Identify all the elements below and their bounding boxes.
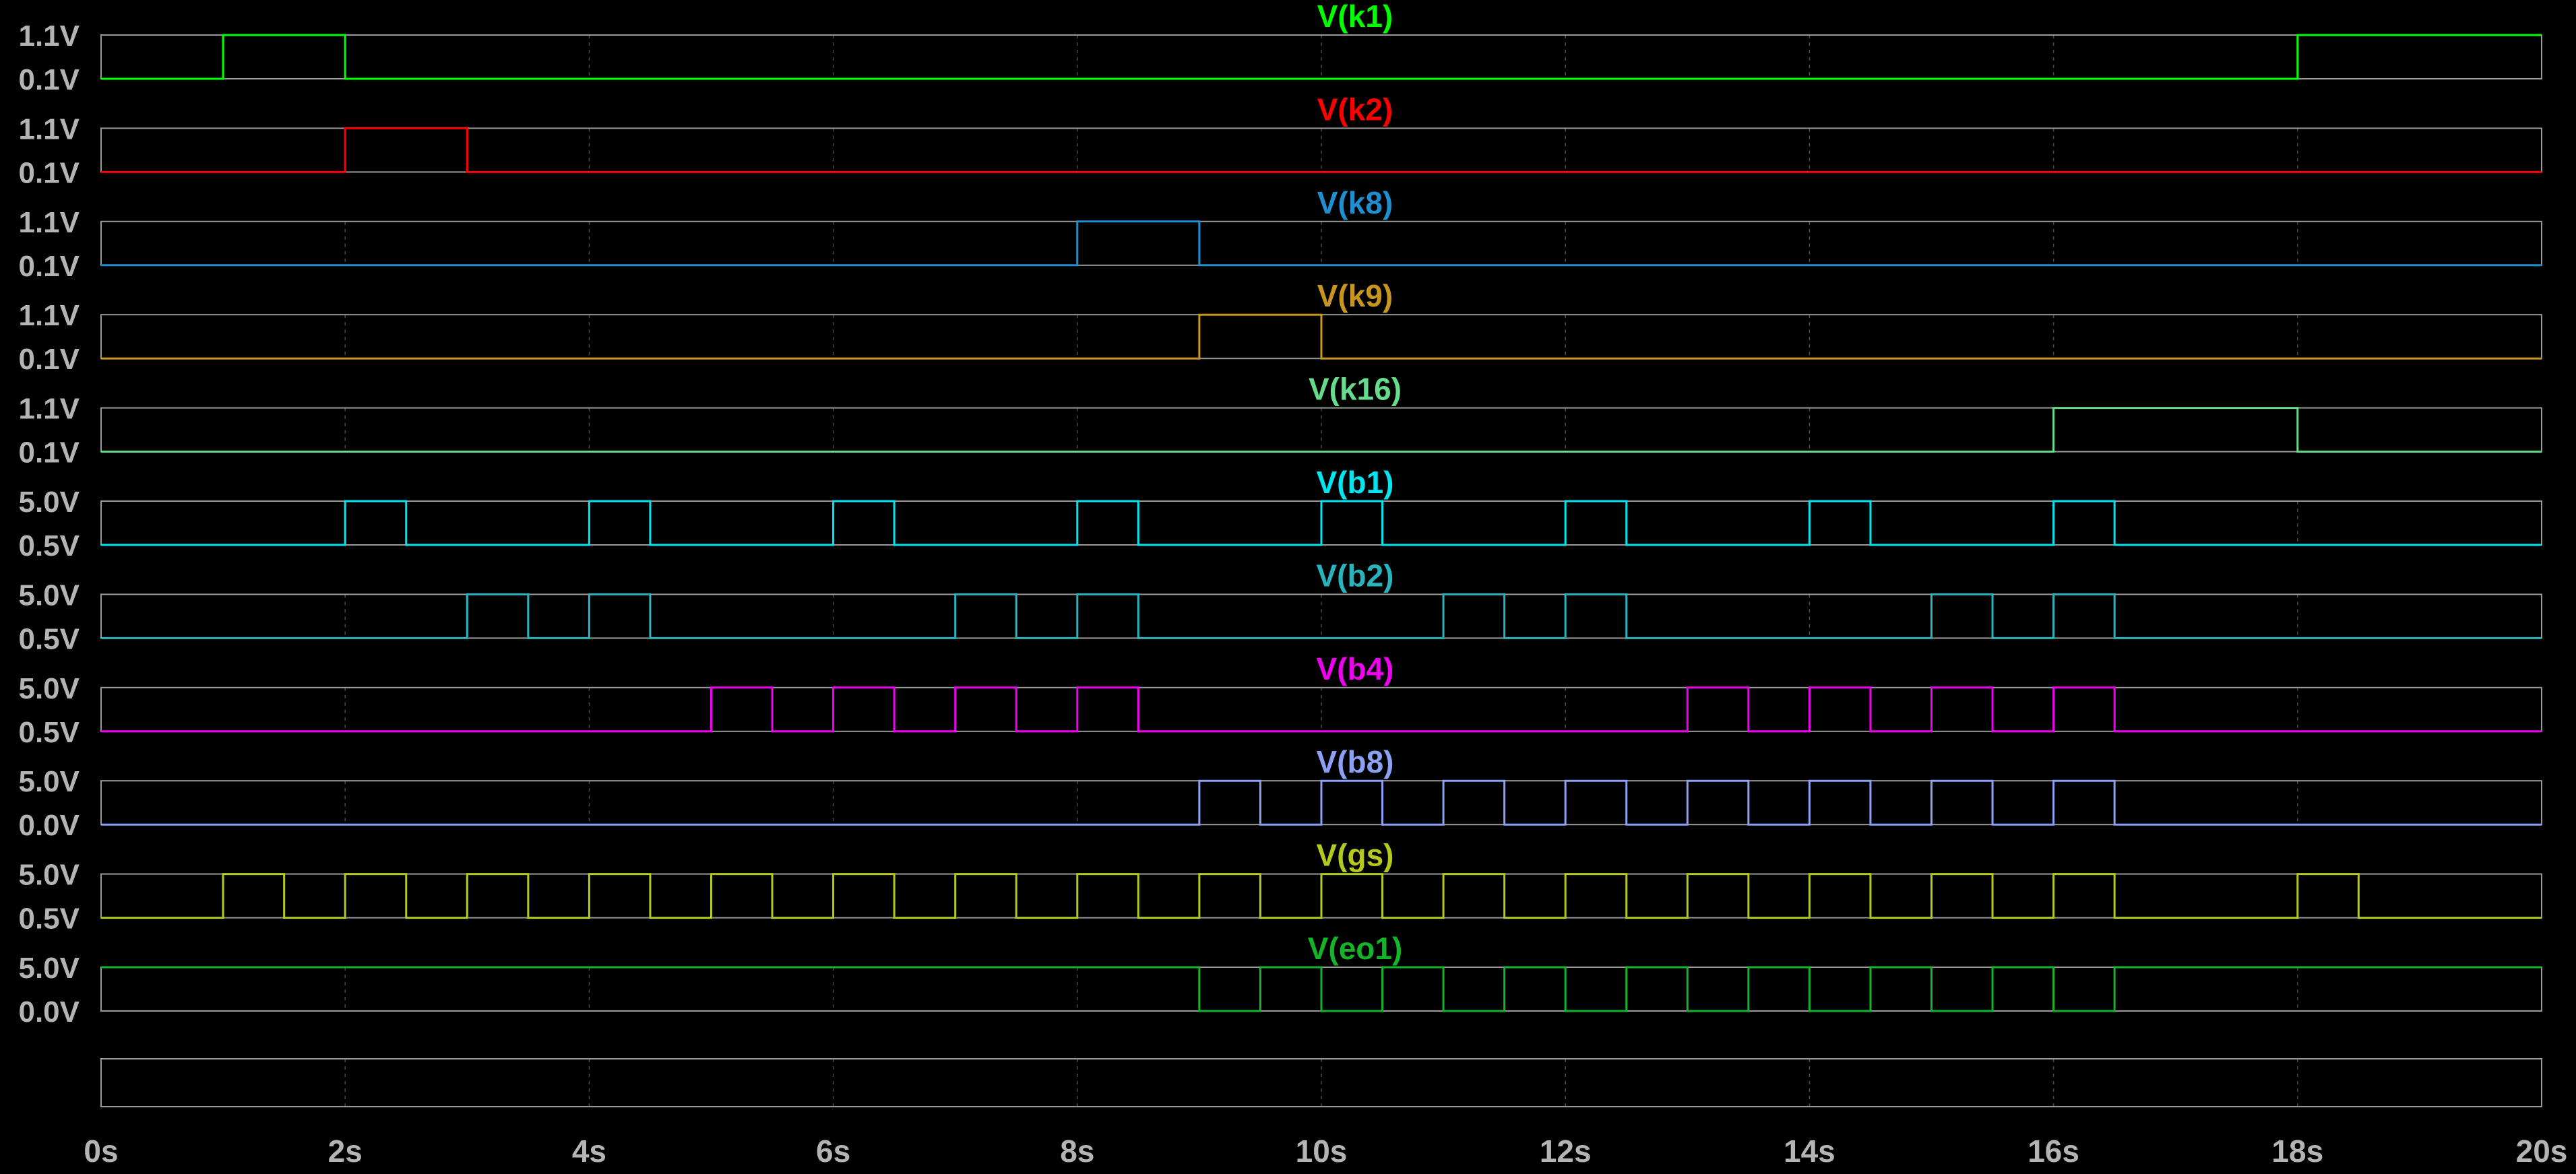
trace-title: V(b8) <box>1317 744 1394 779</box>
xtick-label: 2s <box>328 1134 363 1169</box>
trace-line-vk9 <box>101 313 2542 360</box>
ytick-label-low: 0.1V <box>18 156 80 189</box>
trace-pane-vb4: V(b4) 5.0V 0.5V <box>18 651 2542 749</box>
ytick-label-high: 5.0V <box>18 579 80 612</box>
ytick-label-high: 5.0V <box>18 765 80 798</box>
trace-line-veo1 <box>101 966 2542 1012</box>
trace-title: V(k8) <box>1317 185 1393 220</box>
xtick-label: 8s <box>1060 1134 1094 1169</box>
x-axis: 0s 2s 4s 6s 8s 10s 12s 14s 16s 18s 20s <box>84 1134 2567 1169</box>
ytick-label-low: 0.5V <box>18 903 80 936</box>
trace-pane-vk1: V(k1) 1.1V 0.1V <box>18 0 2542 96</box>
ytick-label-low: 0.0V <box>18 996 80 1029</box>
empty-pane <box>100 1058 2542 1107</box>
trace-line-vk2 <box>101 127 2542 173</box>
trace-title: V(gs) <box>1317 838 1394 873</box>
ytick-label-high: 1.1V <box>18 112 80 145</box>
trace-pane-vb8: V(b8) 5.0V 0.0V <box>18 744 2542 842</box>
trace-pane-veo1: V(eo1) 5.0V 0.0V <box>18 931 2542 1029</box>
ytick-label-low: 0.1V <box>18 63 80 96</box>
trace-title: V(eo1) <box>1308 931 1403 966</box>
empty-pane-frame <box>100 1058 2542 1107</box>
trace-pane-vk8: V(k8) 1.1V 0.1V <box>18 185 2542 283</box>
trace-pane-vk2: V(k2) 1.1V 0.1V <box>18 92 2542 189</box>
trace-title: V(b1) <box>1317 465 1394 500</box>
trace-pane-vb2: V(b2) 5.0V 0.5V <box>18 558 2542 655</box>
xtick-label: 10s <box>1296 1134 1348 1169</box>
trace-pane-vk16: V(k16) 1.1V 0.1V <box>18 372 2542 469</box>
trace-line-vk8 <box>101 220 2542 267</box>
xtick-label: 0s <box>84 1134 118 1169</box>
trace-line-vb1 <box>101 500 2542 546</box>
ytick-label-high: 1.1V <box>18 393 80 426</box>
xtick-label: 6s <box>816 1134 850 1169</box>
ytick-label-high: 5.0V <box>18 952 80 985</box>
trace-pane-vgs: V(gs) 5.0V 0.5V <box>18 838 2542 936</box>
ytick-label-high: 1.1V <box>18 20 80 53</box>
xtick-label: 4s <box>572 1134 606 1169</box>
ytick-label-low: 0.1V <box>18 343 80 376</box>
xtick-label: 14s <box>1784 1134 1835 1169</box>
xtick-label: 16s <box>2028 1134 2079 1169</box>
trace-title: V(b2) <box>1317 558 1394 593</box>
ytick-label-low: 0.1V <box>18 250 80 283</box>
ytick-label-low: 0.0V <box>18 809 80 842</box>
trace-line-vb2 <box>101 593 2542 639</box>
xtick-label: 20s <box>2516 1134 2568 1169</box>
trace-title: V(b4) <box>1317 651 1394 686</box>
ytick-label-high: 1.1V <box>18 299 80 332</box>
ytick-label-low: 0.5V <box>18 622 80 655</box>
trace-title: V(k2) <box>1317 92 1393 127</box>
ytick-label-high: 1.1V <box>18 206 80 239</box>
ytick-label-low: 0.5V <box>18 529 80 562</box>
trace-pane-vk9: V(k9) 1.1V 0.1V <box>18 278 2542 376</box>
ytick-label-high: 5.0V <box>18 486 80 519</box>
trace-title: V(k1) <box>1317 0 1393 34</box>
trace-pane-vb1: V(b1) 5.0V 0.5V <box>18 465 2542 562</box>
trace-title: V(k16) <box>1309 372 1402 407</box>
trace-line-vb4 <box>101 686 2542 733</box>
ytick-label-low: 0.5V <box>18 716 80 749</box>
trace-panes: V(k1)1.1V0.1VV(k2)1.1V0.1VV(k8)1.1V0.1VV… <box>18 0 2542 1029</box>
trace-title: V(k9) <box>1317 278 1393 313</box>
xtick-label: 18s <box>2271 1134 2323 1169</box>
trace-line-vb8 <box>101 779 2542 826</box>
ytick-label-low: 0.1V <box>18 436 80 469</box>
xtick-label: 12s <box>1540 1134 1592 1169</box>
trace-line-vk16 <box>101 407 2542 453</box>
trace-line-vgs <box>101 873 2542 919</box>
ytick-label-high: 5.0V <box>18 859 80 892</box>
trace-line-vk1 <box>101 34 2542 80</box>
ytick-label-high: 5.0V <box>18 672 80 705</box>
